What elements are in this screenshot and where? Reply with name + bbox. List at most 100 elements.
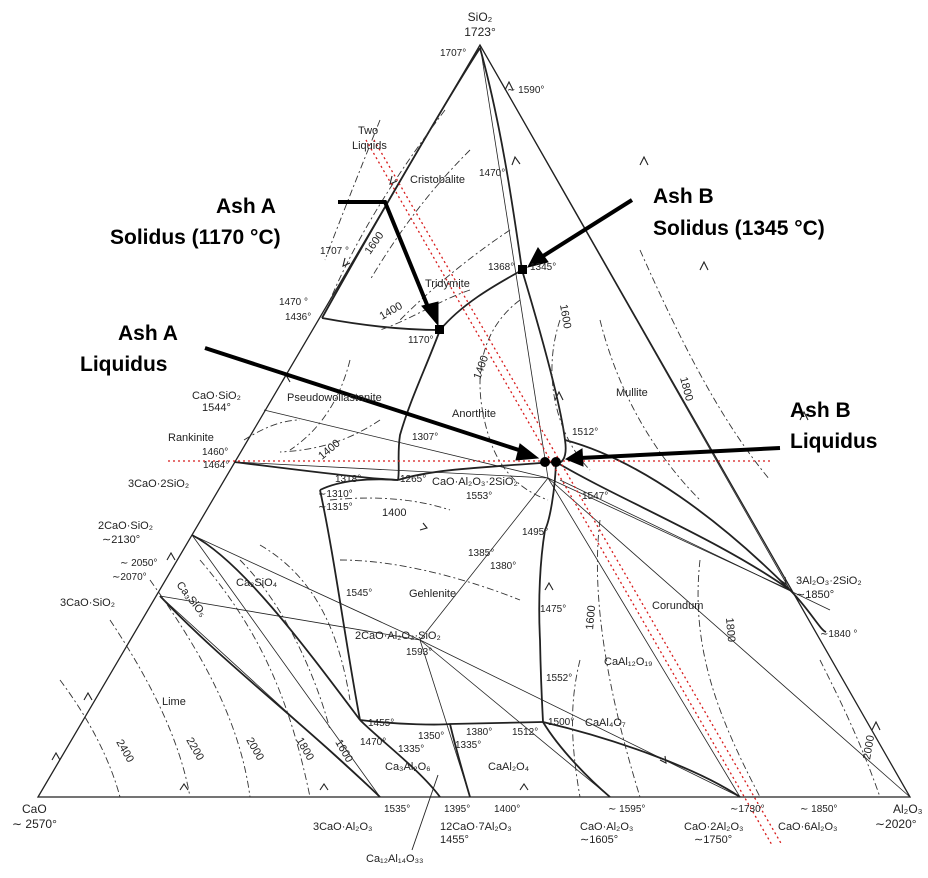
phase-lime: Lime — [162, 696, 186, 708]
arrow-ash-a-liquidus — [204, 346, 526, 454]
ash-b-solidus-marker — [518, 265, 527, 274]
vertex-al2o3-temp: ∼2020° — [875, 817, 917, 831]
temp-2050: ∼ 2050° — [120, 558, 157, 569]
boundary-corundum — [555, 461, 827, 633]
tie-line — [159, 595, 381, 798]
compound-c3s: 3CaO·SiO₂ — [60, 597, 115, 609]
annotation-ash-a-solidus-value: Solidus (1170 °C) — [110, 226, 281, 249]
temp-1460: 1460° — [202, 447, 228, 458]
arrow-mark — [51, 751, 61, 761]
isotherm-1800-a: 1800 — [677, 376, 695, 403]
leader-line-ca12al14o33 — [411, 774, 439, 851]
compound-ca12al14o33: Ca₁₂Al₁₄O₃₃ — [366, 853, 424, 865]
tie-line — [263, 409, 549, 479]
compound-ca2: CaO·2Al₂O₃ — [684, 821, 744, 833]
phase-two-liquids-2: Liquids — [352, 140, 387, 152]
tie-line — [159, 595, 421, 641]
isotherm-line — [339, 559, 521, 601]
tie-line — [419, 639, 611, 798]
compound-c3s2: 3CaO·2SiO₂ — [128, 478, 189, 490]
temp-1380-a: 1380° — [490, 561, 516, 572]
arrow-mark — [179, 783, 189, 791]
temp-1707-a: 1707° — [440, 48, 466, 59]
isotherm-line — [819, 659, 881, 798]
isotherm-line — [329, 497, 451, 511]
isotherm-1600-a: 1600 — [363, 230, 387, 257]
isotherm-line — [243, 419, 301, 441]
guide-lines — [168, 139, 783, 846]
temp-1265: 1265° — [400, 474, 426, 485]
temp-1553: 1553° — [466, 491, 492, 502]
arrow-mark — [519, 783, 529, 791]
temp-1170: 1170° — [408, 335, 434, 346]
tie-line — [479, 44, 791, 591]
temp-2070: ∼2070° — [112, 572, 147, 583]
annotation-ash-b-solidus-value: Solidus (1345 °C) — [653, 217, 825, 240]
isotherm-line — [399, 229, 511, 321]
compound-c12a7-temp: 1455° — [440, 834, 469, 846]
isotherm-line — [639, 249, 771, 481]
isotherm-line — [479, 299, 549, 501]
arrow-mark — [544, 581, 554, 591]
temp-1593: 1593° — [406, 647, 432, 658]
tie-line — [547, 477, 911, 798]
phase-caal4o7: CaAl₄O₇ — [585, 717, 626, 729]
compound-ca2-temp: ∼1750° — [694, 834, 732, 846]
temp-1380-b: 1380° — [466, 727, 492, 738]
temp-1707-b: 1707 ° — [320, 246, 349, 257]
isotherm-1800-c: 1800 — [293, 736, 316, 763]
annotation-ash-a-liquidus-value: Liquidus — [80, 353, 168, 376]
phase-cristobalite: Cristobalite — [410, 174, 465, 186]
isotherm-1600-c: 1600 — [584, 605, 598, 630]
tie-line — [233, 461, 549, 479]
isotherm-2200: 2200 — [183, 736, 206, 763]
temp-1470-b: 1470 ° — [279, 297, 308, 308]
isotherm-line — [572, 659, 581, 798]
vertex-sio2-temp: 1723° — [464, 25, 496, 39]
compound-a3s2: 3Al₂O₃·2SiO₂ — [796, 575, 862, 587]
arrow-mark — [779, 576, 787, 586]
arrow-mark — [639, 155, 649, 166]
isotherm-line — [596, 519, 641, 798]
boundary-mullite-left — [521, 269, 567, 464]
phase-corundum: Corundum — [652, 600, 703, 612]
isotherm-line — [149, 579, 251, 798]
temp-1345: 1345° — [530, 262, 556, 273]
temp-1590: ∼ 1590° — [507, 85, 544, 96]
annotation-ash-b-liquidus-title: Ash B — [790, 399, 851, 422]
compound-cao-sio2: CaO·SiO₂ — [192, 390, 241, 402]
temp-1500: 1500° — [548, 717, 574, 728]
arrow-mark — [511, 155, 521, 166]
temp-1315: ∼1315° — [318, 502, 353, 513]
arrow-mark — [342, 257, 351, 267]
ash-a-liquidus-marker — [540, 457, 550, 467]
temp-1455-a: 1455° — [368, 718, 394, 729]
compound-c3a: 3CaO·Al₂O₃ — [313, 821, 373, 833]
temp-1547: 1547° — [582, 491, 608, 502]
temp-1307: 1307° — [412, 432, 438, 443]
ash-b-liquidus-marker — [551, 457, 561, 467]
vertex-cao-name: CaO — [22, 802, 47, 816]
temp-1368: 1368° — [488, 262, 514, 273]
arrow-mark — [554, 390, 564, 401]
temp-1545: 1545° — [346, 588, 372, 599]
isotherm-line — [279, 419, 381, 453]
temp-1436: 1436° — [285, 312, 311, 323]
isotherm-line — [324, 119, 381, 261]
diagonal-guide-line-b — [373, 139, 783, 846]
phase-tridymite: Tridymite — [425, 278, 470, 290]
phase-boundaries — [159, 47, 827, 798]
annotation-ash-a-solidus-title: Ash A — [216, 195, 276, 218]
phase-two-liquids: Two — [358, 125, 378, 137]
arrow-mark — [504, 80, 514, 91]
tie-line — [191, 534, 381, 798]
boundary-tridymite-bottom — [321, 317, 441, 331]
tie-line — [419, 639, 471, 798]
temp-1552: 1552° — [546, 673, 572, 684]
temp-1310: ∼1310° — [318, 489, 353, 500]
isotherm-line — [59, 679, 121, 798]
vertex-al2o3-name: Al₂O₃ — [893, 802, 923, 816]
phase-gehlenite-formula: 2CaO·Al₂O₃·SiO₂ — [355, 630, 441, 642]
